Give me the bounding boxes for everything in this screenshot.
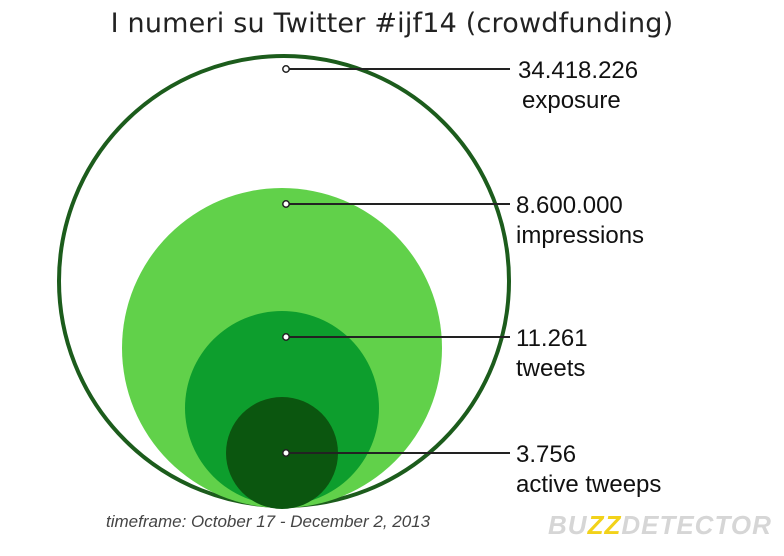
tweets-value: 11.261 [516,325,588,352]
active-tweeps-caption: active tweeps [516,471,662,498]
logo-part-bu: BU [548,510,588,540]
exposure-marker [282,65,290,73]
impressions-marker [282,200,290,208]
logo-part-zz: ZZ [587,510,622,540]
buzzdetector-logo: BUZZDETECTOR [548,510,772,541]
impressions-value: 8.600.000 [516,192,623,219]
exposure-label: 34.418.226 exposure [518,56,638,116]
tweets-marker [282,333,290,341]
diagram-title: I numeri su Twitter #ijf14 (crowdfunding… [110,8,674,39]
active-tweeps-value: 3.756 [516,441,577,468]
exposure-value: 34.418.226 [518,57,639,84]
active-tweeps-marker [282,449,290,457]
timeframe-note: timeframe: October 17 - December 2, 2013 [106,512,431,531]
active-tweeps-label: 3.756 active tweeps [516,440,661,500]
logo-part-detector: DETECTOR [621,510,772,540]
active-tweeps-circle [226,397,338,509]
exposure-caption: exposure [522,87,621,114]
impressions-caption: impressions [516,222,645,249]
tweets-label: 11.261 tweets [516,324,588,384]
tweets-caption: tweets [516,355,586,382]
impressions-label: 8.600.000 impressions [516,191,644,251]
